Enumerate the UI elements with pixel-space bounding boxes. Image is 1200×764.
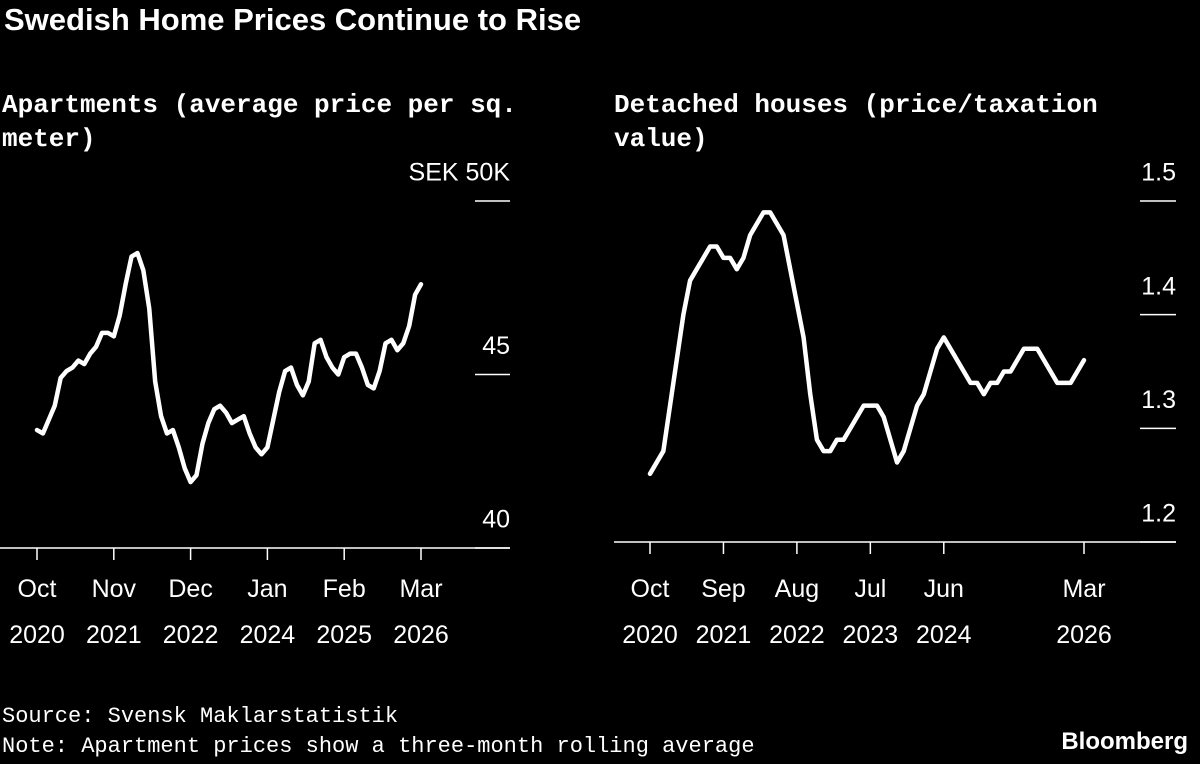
x-tick-label: Jan 2024	[239, 575, 296, 649]
x-tick-label: Dec 2022	[162, 575, 219, 649]
x-tick-label: Jun 2024	[915, 575, 972, 649]
y-tick-label: 1.2	[1141, 500, 1176, 528]
chart-title: Apartments (average price per sq. meter)	[2, 90, 517, 154]
y-tick-label: 1.5	[1141, 159, 1176, 187]
brand: Bloomberg	[1061, 728, 1188, 755]
note: Note: Apartment prices show a three-mont…	[2, 734, 755, 759]
x-tick-label: Mar 2026	[1056, 575, 1112, 649]
x-tick-label: Mar 2026	[393, 575, 449, 649]
x-tick-label: Aug 2022	[769, 575, 825, 649]
chart-title: Detached houses (price/taxation value)	[614, 90, 1098, 154]
x-tick-label: Jul 2023	[842, 575, 899, 649]
x-tick-label: Sep 2021	[695, 575, 752, 649]
x-tick-label: Nov 2021	[85, 575, 142, 649]
y-tick-label: SEK 50K	[409, 159, 511, 187]
line	[647, 210, 1087, 477]
y-tick-label: 1.4	[1141, 272, 1176, 300]
y-tick-label: 45	[482, 332, 510, 360]
line	[34, 250, 424, 485]
source: Source: Svensk Maklarstatistik	[2, 704, 399, 729]
y-tick-label: 1.3	[1141, 386, 1176, 414]
x-tick-label: Oct 2020	[9, 575, 65, 649]
y-tick-label: 40	[482, 506, 510, 534]
x-tick-label: Oct 2020	[622, 575, 678, 649]
x-tick-label: Feb 2025	[316, 575, 372, 649]
title: Swedish Home Prices Continue to Rise	[4, 2, 582, 37]
